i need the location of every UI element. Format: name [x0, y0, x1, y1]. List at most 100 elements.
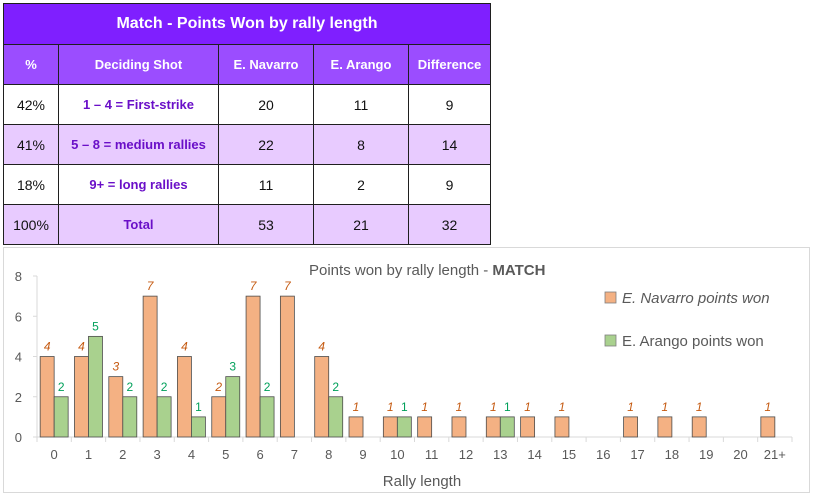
chart-title-bold: MATCH [492, 262, 545, 279]
data-label-arango: 2 [264, 380, 271, 394]
data-label-navarro: 4 [44, 340, 51, 354]
legend-swatch-arango [604, 334, 617, 347]
bar-arango [328, 396, 344, 438]
bar-arango [499, 416, 515, 438]
x-tick-label: 14 [527, 447, 541, 462]
cell-navarro: 20 [218, 84, 314, 125]
cell-navarro: 11 [218, 164, 314, 205]
bar-navarro [382, 416, 398, 438]
x-tick-label: 3 [153, 447, 160, 462]
data-label-navarro: 1 [456, 400, 463, 414]
data-label-navarro: 1 [559, 400, 566, 414]
y-tick-label: 8 [15, 269, 22, 284]
cell-pct: 41% [3, 124, 59, 165]
data-label-arango: 2 [161, 380, 168, 394]
data-label-arango: 5 [92, 319, 99, 333]
cell-arango: 2 [313, 164, 409, 205]
x-tick-label: 9 [359, 447, 366, 462]
cell-diff: 9 [408, 84, 491, 125]
table-row: 41% 5 – 8 = medium rallies 22 8 14 [3, 124, 491, 165]
cell-arango: 21 [313, 204, 409, 245]
table-row: 100% Total 53 21 32 [3, 204, 491, 245]
table-row: 18% 9+ = long rallies 11 2 9 [3, 164, 491, 205]
table-title: Match - Points Won by rally length [3, 3, 491, 45]
data-label-navarro: 7 [250, 279, 258, 293]
bar-arango [191, 416, 206, 438]
header-deciding-shot: Deciding Shot [58, 44, 219, 85]
y-tick-label: 4 [15, 350, 22, 365]
cell-pct: 100% [3, 204, 59, 245]
y-tick-label: 6 [15, 309, 22, 324]
chart-area: Points won by rally length - MATCH 0 2 4 6 8… [3, 247, 810, 493]
bar-chart: Points won by rally length - MATCH 0 2 4 6 8… [15, 262, 793, 490]
bar-navarro [554, 416, 570, 438]
x-tick-label: 8 [325, 447, 332, 462]
chart-title: Points won by rally length - MATCH [309, 262, 545, 279]
x-tick-label: 10 [390, 447, 404, 462]
bar-arango [225, 376, 241, 438]
x-tick-label: 16 [596, 447, 610, 462]
data-label-navarro: 1 [627, 400, 634, 414]
bar-arango [122, 396, 138, 438]
cell-diff: 32 [408, 204, 491, 245]
bar-navarro [39, 356, 55, 438]
x-tick-label: 18 [665, 447, 679, 462]
bar-arango [259, 396, 275, 438]
y-tick-label: 0 [15, 430, 22, 445]
bar-navarro [108, 376, 124, 438]
cell-navarro: 53 [218, 204, 314, 245]
chart-title-text: Points won by rally length - [309, 262, 492, 279]
bar-navarro [623, 416, 638, 438]
x-axis-title: Rally length [383, 473, 461, 490]
x-tick-label: 13 [493, 447, 507, 462]
x-tick-label: 1 [85, 447, 92, 462]
legend-label-navarro: E. Navarro points won [622, 290, 770, 307]
cell-pct: 18% [3, 164, 59, 205]
bar-navarro [520, 416, 536, 438]
data-label-navarro: 4 [78, 340, 85, 354]
x-tick-label: 20 [733, 447, 747, 462]
data-label-arango: 2 [58, 380, 65, 394]
data-label-arango: 1 [195, 400, 202, 414]
cell-navarro: 22 [218, 124, 314, 165]
legend-swatch-navarro [604, 291, 617, 304]
cell-shot: Total [58, 204, 219, 245]
data-label-arango: 1 [504, 400, 511, 414]
x-tick-label: 21+ [764, 447, 786, 462]
data-label-navarro: 1 [421, 400, 428, 414]
data-label-arango: 1 [401, 400, 408, 414]
data-label-navarro: 1 [696, 400, 703, 414]
data-label-navarro: 7 [284, 279, 292, 293]
data-label-navarro: 7 [147, 279, 155, 293]
x-tick-label: 4 [188, 447, 195, 462]
y-tick-label: 2 [15, 390, 22, 405]
x-tick-label: 12 [459, 447, 473, 462]
cell-pct: 42% [3, 84, 59, 125]
x-tick-label: 15 [562, 447, 576, 462]
cell-diff: 14 [408, 124, 491, 165]
x-tick-label: 7 [291, 447, 298, 462]
bar-navarro [451, 416, 467, 438]
bar-navarro [348, 416, 364, 438]
data-label-navarro: 1 [353, 400, 360, 414]
x-tick-label: 11 [425, 447, 439, 462]
cell-arango: 11 [313, 84, 409, 125]
bar-navarro [142, 295, 158, 438]
table-header-row: % Deciding Shot E. Navarro E. Arango Dif… [3, 44, 491, 85]
x-tick-label: 2 [119, 447, 126, 462]
bar-navarro [314, 356, 330, 438]
legend: E. Navarro points won E. Arango points w… [604, 290, 770, 350]
cell-arango: 8 [313, 124, 409, 165]
header-difference: Difference [408, 44, 491, 85]
bar-navarro [417, 416, 433, 438]
x-tick-label: 17 [630, 447, 644, 462]
data-label-arango: 3 [229, 360, 236, 374]
cell-shot: 1 – 4 = First-strike [58, 84, 219, 125]
data-label-arango: 2 [126, 380, 133, 394]
data-label-navarro: 1 [662, 400, 669, 414]
header-navarro: E. Navarro [218, 44, 314, 85]
x-tick-label: 5 [222, 447, 229, 462]
bar-navarro [657, 416, 673, 438]
x-tick-label: 19 [699, 447, 713, 462]
data-label-arango: 2 [332, 380, 339, 394]
